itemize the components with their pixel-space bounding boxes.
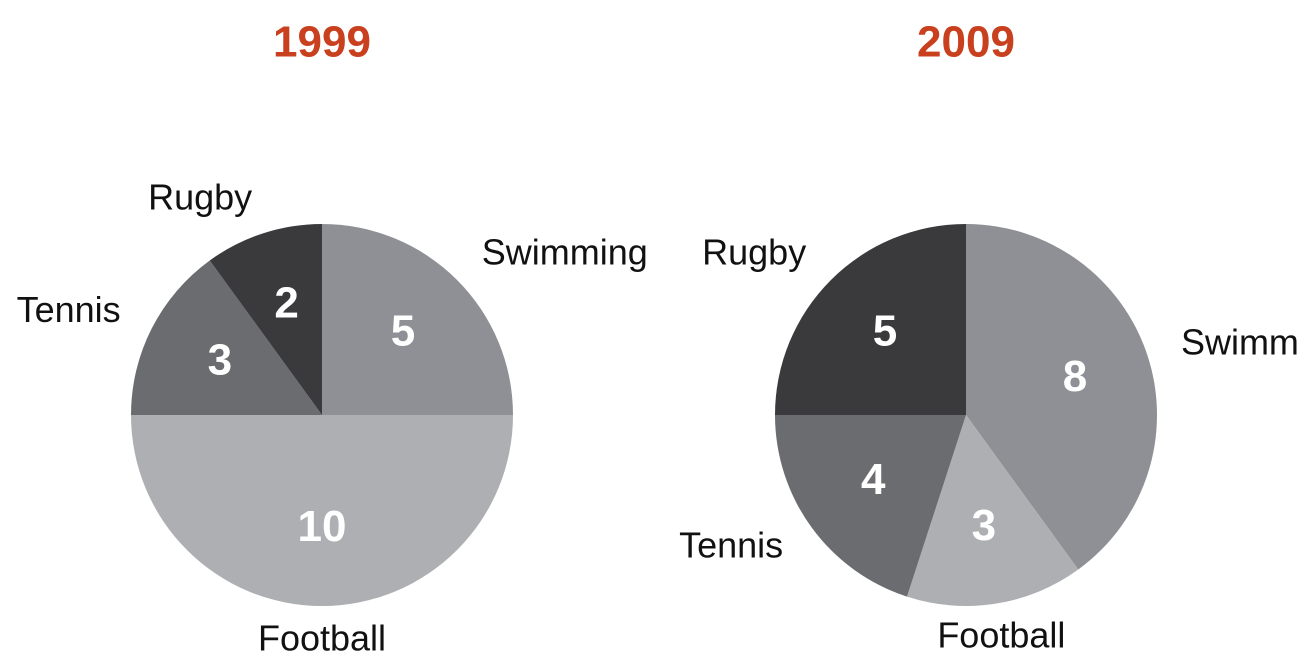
chart-title: 2009 bbox=[917, 18, 1015, 67]
category-label: Tennis bbox=[17, 289, 121, 330]
value-label: 3 bbox=[972, 501, 996, 550]
value-label: 5 bbox=[391, 307, 415, 356]
pie-slice bbox=[131, 415, 513, 606]
pie-slice bbox=[131, 260, 322, 415]
chart-title: 1999 bbox=[273, 18, 371, 67]
pie-slice bbox=[775, 224, 966, 415]
pie-slice bbox=[775, 415, 966, 597]
value-label: 2 bbox=[274, 279, 298, 328]
category-label: Rugby bbox=[702, 232, 806, 273]
value-label: 10 bbox=[298, 502, 347, 551]
pie-slice bbox=[209, 224, 322, 415]
pie-slice bbox=[906, 415, 1079, 606]
category-label: Swimming bbox=[482, 232, 648, 273]
category-label: Football bbox=[258, 618, 386, 659]
value-label: 4 bbox=[861, 455, 886, 504]
pie-slice bbox=[966, 224, 1157, 570]
category-label: Swimming bbox=[1181, 322, 1299, 363]
value-label: 3 bbox=[208, 336, 232, 385]
value-label: 8 bbox=[1063, 352, 1087, 401]
category-label: Rugby bbox=[148, 177, 252, 218]
pie-slice bbox=[322, 224, 513, 415]
category-label: Football bbox=[937, 615, 1065, 656]
category-label: Tennis bbox=[679, 524, 783, 565]
value-label: 5 bbox=[873, 307, 897, 356]
